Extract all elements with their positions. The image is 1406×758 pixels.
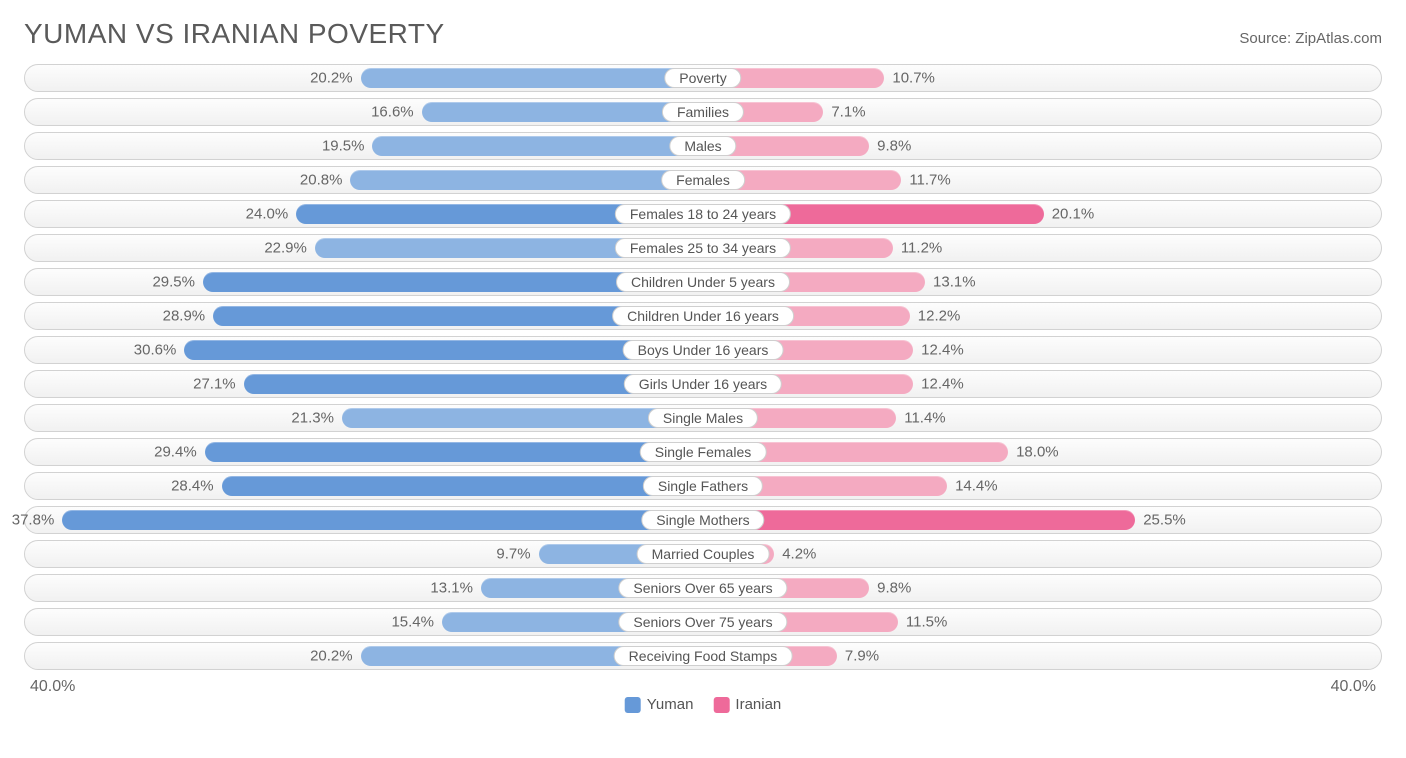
value-iranian: 13.1%	[933, 274, 976, 291]
value-yuman: 20.8%	[300, 172, 343, 189]
value-iranian: 7.9%	[845, 648, 879, 665]
value-yuman: 28.4%	[171, 478, 214, 495]
value-iranian: 12.2%	[918, 308, 961, 325]
category-label: Boys Under 16 years	[623, 340, 784, 360]
axis-max-left: 40.0%	[30, 678, 75, 696]
chart-row: 13.1% 9.8% Seniors Over 65 years	[24, 574, 1382, 602]
bar-yuman	[350, 170, 703, 190]
value-yuman: 37.8%	[12, 512, 55, 529]
bar-yuman	[372, 136, 703, 156]
chart-row: 9.7% 4.2% Married Couples	[24, 540, 1382, 568]
category-label: Seniors Over 75 years	[618, 612, 787, 632]
value-iranian: 25.5%	[1143, 512, 1186, 529]
category-label: Females	[661, 170, 745, 190]
value-iranian: 9.8%	[877, 138, 911, 155]
bar-yuman	[205, 442, 703, 462]
chart-title: YUMAN VS IRANIAN POVERTY	[24, 18, 445, 50]
bar-yuman	[361, 68, 703, 88]
value-iranian: 11.7%	[909, 172, 950, 189]
category-label: Girls Under 16 years	[624, 374, 782, 394]
category-label: Seniors Over 65 years	[618, 578, 787, 598]
value-iranian: 12.4%	[921, 376, 964, 393]
value-iranian: 20.1%	[1052, 206, 1095, 223]
legend-item-iranian: Iranian	[713, 696, 781, 713]
chart-row: 28.9% 12.2% Children Under 16 years	[24, 302, 1382, 330]
category-label: Single Mothers	[641, 510, 764, 530]
chart-source: Source: ZipAtlas.com	[1239, 30, 1382, 47]
value-yuman: 28.9%	[163, 308, 206, 325]
category-label: Females 18 to 24 years	[615, 204, 791, 224]
legend-label-iranian: Iranian	[735, 696, 781, 713]
value-iranian: 12.4%	[921, 342, 964, 359]
chart-row: 37.8%25.5%Single Mothers	[24, 506, 1382, 534]
value-yuman: 24.0%	[246, 206, 289, 223]
category-label: Receiving Food Stamps	[614, 646, 793, 666]
value-yuman: 19.5%	[322, 138, 365, 155]
value-iranian: 9.8%	[877, 580, 911, 597]
source-label: Source:	[1239, 30, 1291, 47]
chart-row: 21.3% 11.4% Single Males	[24, 404, 1382, 432]
value-yuman: 27.1%	[193, 376, 236, 393]
value-yuman: 29.5%	[152, 274, 195, 291]
value-yuman: 16.6%	[371, 104, 414, 121]
value-yuman: 20.2%	[310, 70, 353, 87]
value-yuman: 30.6%	[134, 342, 177, 359]
value-yuman: 29.4%	[154, 444, 197, 461]
chart-row: 20.2% 10.7% Poverty	[24, 64, 1382, 92]
category-label: Males	[669, 136, 736, 156]
chart-row: 24.0% 20.1% Females 18 to 24 years	[24, 200, 1382, 228]
chart-row: 20.2% 7.9% Receiving Food Stamps	[24, 642, 1382, 670]
source-name: ZipAtlas.com	[1295, 30, 1382, 47]
chart-row: 22.9% 11.2% Females 25 to 34 years	[24, 234, 1382, 262]
value-iranian: 11.5%	[906, 614, 947, 631]
value-iranian: 7.1%	[831, 104, 865, 121]
value-yuman: 15.4%	[391, 614, 434, 631]
category-label: Children Under 5 years	[616, 272, 790, 292]
category-label: Single Fathers	[643, 476, 763, 496]
legend-swatch-iranian	[713, 697, 729, 713]
value-yuman: 22.9%	[264, 240, 307, 257]
value-yuman: 21.3%	[291, 410, 334, 427]
legend-label-yuman: Yuman	[647, 696, 694, 713]
value-iranian: 11.4%	[904, 410, 945, 427]
value-iranian: 4.2%	[782, 546, 816, 563]
value-iranian: 10.7%	[892, 70, 935, 87]
value-yuman: 9.7%	[496, 546, 530, 563]
chart-row: 30.6% 12.4% Boys Under 16 years	[24, 336, 1382, 364]
category-label: Poverty	[664, 68, 741, 88]
bar-yuman	[422, 102, 703, 122]
chart-row: 20.8% 11.7% Females	[24, 166, 1382, 194]
value-yuman: 20.2%	[310, 648, 353, 665]
bar-yuman	[62, 510, 703, 530]
chart-row: 28.4% 14.4% Single Fathers	[24, 472, 1382, 500]
category-label: Married Couples	[637, 544, 770, 564]
category-label: Single Males	[648, 408, 758, 428]
category-label: Females 25 to 34 years	[615, 238, 791, 258]
chart-row: 29.4% 18.0% Single Females	[24, 438, 1382, 466]
legend-swatch-yuman	[625, 697, 641, 713]
value-iranian: 11.2%	[901, 240, 942, 257]
chart-row: 19.5% 9.8% Males	[24, 132, 1382, 160]
chart-row: 15.4% 11.5% Seniors Over 75 years	[24, 608, 1382, 636]
chart-row: 27.1% 12.4% Girls Under 16 years	[24, 370, 1382, 398]
axis-max-right: 40.0%	[1331, 678, 1376, 696]
value-iranian: 18.0%	[1016, 444, 1059, 461]
bar-yuman	[222, 476, 703, 496]
chart-rows: 20.2% 10.7% Poverty 16.6% 7.1% Families 19.5% 9…	[24, 64, 1382, 670]
chart-row: 16.6% 7.1% Families	[24, 98, 1382, 126]
chart-row: 29.5% 13.1% Children Under 5 years	[24, 268, 1382, 296]
legend-item-yuman: Yuman	[625, 696, 694, 713]
value-iranian: 14.4%	[955, 478, 998, 495]
category-label: Single Females	[640, 442, 767, 462]
category-label: Children Under 16 years	[612, 306, 794, 326]
bar-iranian	[703, 510, 1135, 530]
value-yuman: 13.1%	[430, 580, 473, 597]
chart-legend: Yuman Iranian	[625, 696, 782, 713]
category-label: Families	[662, 102, 744, 122]
